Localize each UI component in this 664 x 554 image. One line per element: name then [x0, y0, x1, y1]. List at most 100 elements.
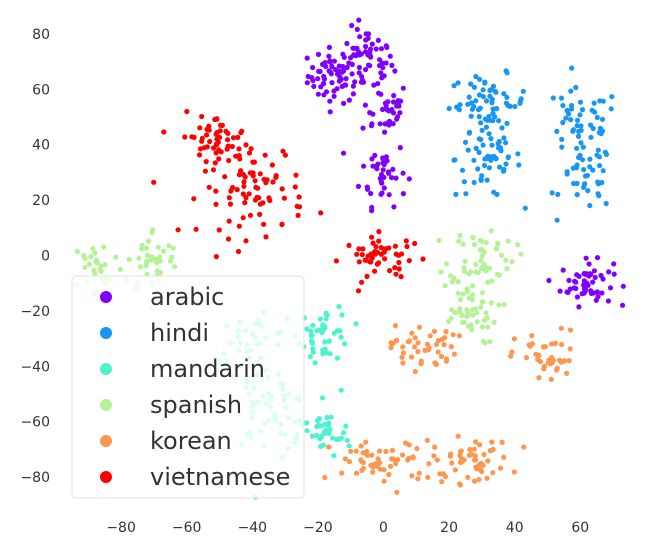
point-mandarin — [318, 434, 324, 441]
point-korean — [442, 335, 448, 341]
point-arabic — [390, 166, 396, 172]
point-mandarin — [323, 310, 329, 316]
point-arabic — [390, 99, 397, 105]
point-vietnamese — [151, 179, 157, 185]
point-korean — [509, 349, 515, 355]
point-vietnamese — [359, 279, 365, 285]
point-korean — [410, 454, 416, 460]
point-arabic — [331, 93, 337, 99]
point-vietnamese — [236, 223, 242, 229]
point-spanish — [469, 327, 475, 333]
point-spanish — [485, 279, 491, 285]
point-mandarin — [307, 354, 313, 360]
point-spanish — [82, 264, 88, 270]
point-arabic — [400, 191, 406, 197]
point-vietnamese — [203, 159, 209, 165]
legend-marker-mandarin — [100, 363, 112, 375]
point-hindi — [451, 157, 457, 163]
point-hindi — [483, 124, 489, 130]
point-vietnamese — [282, 152, 288, 158]
point-vietnamese — [257, 171, 263, 177]
point-korean — [415, 340, 421, 346]
point-vietnamese — [210, 167, 217, 173]
point-spanish — [503, 257, 509, 263]
point-mandarin — [310, 322, 316, 328]
point-vietnamese — [382, 256, 388, 262]
point-mandarin — [341, 430, 347, 436]
point-vietnamese — [420, 256, 426, 262]
point-hindi — [476, 92, 483, 98]
point-spanish — [469, 307, 475, 313]
point-vietnamese — [363, 257, 369, 263]
point-spanish — [486, 265, 493, 271]
point-korean — [447, 453, 453, 459]
point-hindi — [487, 93, 493, 99]
point-vietnamese — [378, 251, 384, 257]
point-korean — [498, 465, 504, 471]
point-vietnamese — [238, 168, 244, 174]
point-korean — [360, 460, 366, 466]
point-korean — [348, 448, 354, 454]
point-arabic — [360, 125, 366, 131]
x-tick-label: −40 — [238, 520, 268, 536]
x-tick-label: 20 — [440, 520, 458, 536]
point-arabic — [323, 89, 330, 95]
point-korean — [342, 456, 348, 462]
point-arabic — [361, 163, 367, 169]
point-hindi — [485, 153, 491, 159]
point-korean — [399, 354, 405, 360]
point-hindi — [577, 99, 584, 105]
point-arabic — [326, 68, 332, 74]
point-hindi — [558, 95, 565, 101]
point-vietnamese — [243, 195, 249, 201]
point-korean — [450, 332, 456, 338]
point-korean — [477, 467, 483, 473]
point-korean — [527, 343, 533, 349]
point-vietnamese — [217, 134, 223, 140]
point-korean — [489, 439, 495, 445]
point-hindi — [517, 98, 524, 104]
point-spanish — [504, 266, 510, 272]
point-korean — [472, 478, 478, 484]
point-spanish — [489, 278, 495, 284]
point-hindi — [504, 94, 510, 100]
point-arabic — [356, 52, 362, 58]
point-korean — [536, 375, 542, 381]
point-hindi — [576, 154, 582, 161]
point-hindi — [471, 84, 477, 90]
point-arabic — [321, 73, 327, 79]
point-hindi — [564, 107, 571, 113]
point-korean — [473, 457, 479, 463]
point-spanish — [479, 253, 485, 259]
point-spanish — [448, 273, 454, 279]
point-korean — [476, 476, 482, 483]
y-tick-label: −40 — [20, 359, 50, 375]
point-hindi — [501, 91, 507, 97]
point-hindi — [469, 106, 475, 112]
point-arabic — [607, 285, 614, 291]
point-korean — [559, 341, 565, 348]
point-spanish — [167, 258, 173, 264]
point-mandarin — [314, 424, 320, 430]
point-vietnamese — [243, 238, 249, 244]
point-mandarin — [344, 437, 350, 443]
point-korean — [548, 376, 554, 382]
x-axis-ticks: −80 −60 −40 −20 0 20 40 60 — [106, 520, 589, 536]
point-spanish — [474, 310, 480, 316]
point-spanish — [460, 319, 466, 326]
point-arabic — [400, 85, 406, 91]
point-vietnamese — [199, 138, 205, 144]
point-vietnamese — [227, 201, 234, 207]
point-hindi — [453, 191, 459, 197]
point-spanish — [443, 261, 450, 267]
point-korean — [457, 481, 463, 487]
point-hindi — [600, 168, 606, 174]
point-hindi — [479, 127, 485, 133]
point-arabic — [367, 110, 373, 116]
point-korean — [339, 470, 345, 476]
point-korean — [548, 341, 555, 347]
point-arabic — [357, 34, 363, 40]
point-arabic — [329, 80, 335, 86]
point-korean — [394, 337, 400, 343]
point-vietnamese — [211, 145, 217, 151]
